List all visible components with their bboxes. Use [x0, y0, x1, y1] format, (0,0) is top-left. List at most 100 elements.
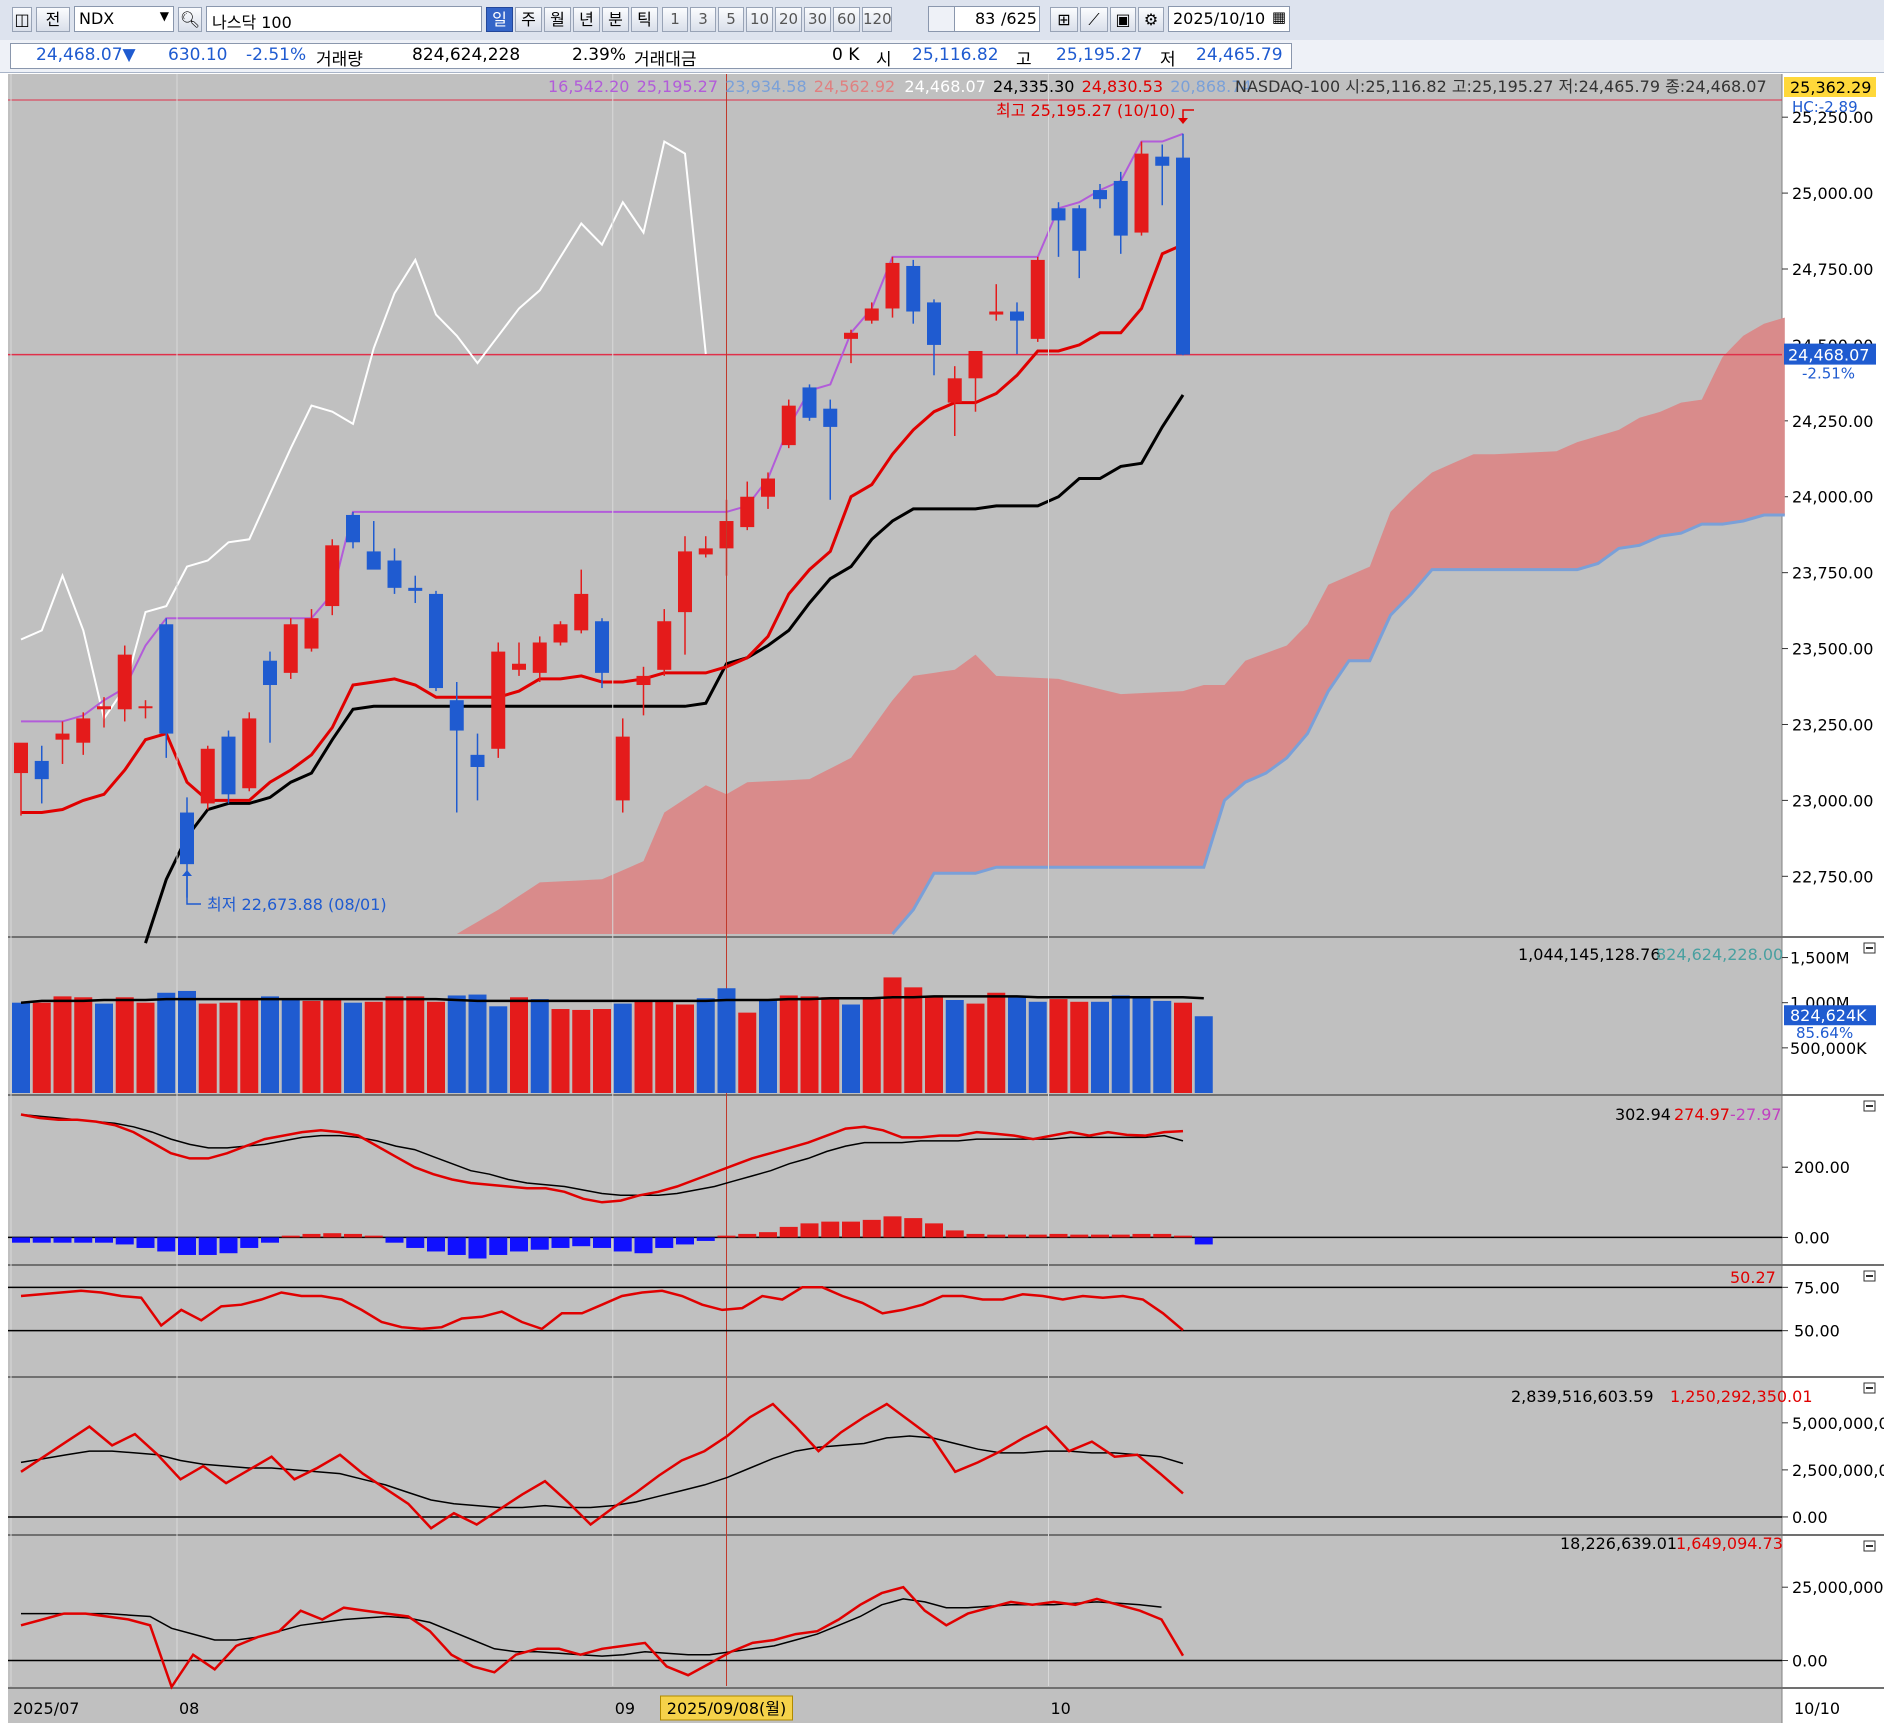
candle-body — [1030, 259, 1045, 339]
candle[interactable] — [387, 548, 402, 594]
candle-body — [512, 663, 526, 670]
price-change-pct: -2.51% — [246, 45, 307, 65]
calendar-icon[interactable]: ▦ — [1271, 8, 1286, 26]
interval-button-7[interactable]: 120 — [862, 7, 892, 32]
candle[interactable] — [740, 481, 755, 531]
search-icon[interactable]: 🔍︎ — [178, 7, 202, 32]
candle[interactable] — [844, 329, 858, 364]
candle[interactable] — [989, 284, 1004, 321]
interval-button-4[interactable]: 20 — [775, 7, 802, 32]
price-legend-value: 25,195.27 — [637, 77, 718, 96]
candle[interactable] — [823, 399, 838, 500]
candle[interactable] — [263, 651, 277, 743]
candle[interactable] — [366, 521, 381, 570]
interval-button-3[interactable]: 10 — [746, 7, 773, 32]
interval-button-6[interactable]: 60 — [833, 7, 860, 32]
candle[interactable] — [283, 618, 298, 679]
candle[interactable] — [698, 536, 713, 558]
candle[interactable] — [1134, 141, 1149, 236]
candle[interactable] — [449, 681, 464, 813]
candle[interactable] — [802, 384, 817, 421]
volume-bar — [489, 1006, 508, 1093]
candle[interactable] — [304, 609, 319, 652]
candle[interactable] — [97, 697, 111, 728]
candle[interactable] — [429, 590, 443, 692]
candle[interactable] — [1093, 183, 1107, 209]
obv-legend-value: 1,250,292,350.01 — [1670, 1387, 1813, 1406]
candle[interactable] — [1155, 144, 1170, 206]
candle[interactable] — [574, 569, 589, 634]
candle-body — [823, 408, 838, 427]
candle-icon[interactable]: ⊞ — [1050, 7, 1078, 32]
candle[interactable] — [76, 712, 91, 755]
y-tick-label: 23,250.00 — [1792, 715, 1873, 734]
candle[interactable] — [491, 642, 506, 758]
candle[interactable] — [947, 366, 962, 437]
candle[interactable] — [117, 645, 132, 722]
candle[interactable] — [1051, 202, 1066, 257]
candle[interactable] — [325, 539, 340, 616]
period-tab-3[interactable]: 년 — [573, 7, 600, 32]
candle[interactable] — [159, 618, 174, 758]
symbol-input[interactable]: NDX ▼ — [74, 6, 174, 32]
candle[interactable] — [968, 350, 983, 412]
volume-bar — [1070, 1001, 1089, 1093]
volume-bar — [613, 1003, 632, 1093]
period-tab-5[interactable]: 틱 — [631, 7, 658, 32]
count-input[interactable]: 83 /625 — [954, 6, 1040, 32]
candle[interactable] — [221, 730, 236, 804]
chart-svg[interactable]: 22,750.00 23,000.00 23,250.00 23,500.00 23,7… — [8, 74, 1884, 1723]
save-icon[interactable]: ▣ — [1110, 7, 1136, 32]
date-input[interactable]: 2025/10/10 ▦ — [1168, 6, 1290, 32]
interval-button-0[interactable]: 1 — [662, 7, 688, 32]
candle[interactable] — [615, 718, 630, 813]
candle[interactable] — [927, 299, 941, 376]
candle[interactable] — [657, 609, 672, 676]
period-tab-0[interactable]: 일 — [486, 7, 513, 32]
candle[interactable] — [14, 742, 28, 816]
interval-button-5[interactable]: 30 — [804, 7, 831, 32]
line-tool-icon[interactable]: ⟋ — [1080, 7, 1108, 32]
candle[interactable] — [553, 621, 568, 646]
candle[interactable] — [200, 745, 215, 810]
candle[interactable] — [34, 745, 49, 804]
interval-button-1[interactable]: 3 — [690, 7, 716, 32]
interval-button-2[interactable]: 5 — [718, 7, 744, 32]
candle[interactable] — [470, 733, 485, 801]
candle[interactable] — [1010, 302, 1024, 355]
candle[interactable] — [864, 302, 879, 324]
candle[interactable] — [532, 636, 547, 682]
macd-histogram-bar — [904, 1218, 923, 1238]
volume-bar — [551, 1009, 570, 1093]
candle[interactable] — [636, 666, 651, 716]
candle[interactable] — [678, 536, 692, 655]
candle-body — [574, 593, 589, 631]
candle[interactable] — [885, 256, 900, 318]
candle[interactable] — [346, 511, 360, 549]
chart-menu-icon[interactable]: ◫ — [12, 7, 32, 32]
chevron-down-icon[interactable]: ▼ — [159, 9, 169, 23]
candle[interactable] — [242, 712, 257, 792]
gear-icon[interactable]: ⚙ — [1138, 7, 1164, 32]
candle[interactable] — [512, 642, 526, 676]
name-field[interactable]: 나스닥 100 — [206, 6, 482, 32]
candle[interactable] — [1113, 171, 1128, 254]
macd-histogram-bar — [593, 1237, 611, 1248]
period-tab-2[interactable]: 월 — [544, 7, 571, 32]
candle[interactable] — [1030, 256, 1045, 342]
period-tab-4[interactable]: 분 — [602, 7, 629, 32]
mode-button[interactable]: 전 — [36, 7, 70, 32]
candle[interactable] — [138, 700, 153, 719]
candle[interactable] — [1072, 205, 1087, 279]
period-tab-1[interactable]: 주 — [515, 7, 542, 32]
candle[interactable] — [408, 575, 423, 604]
candle[interactable] — [906, 259, 921, 324]
candle[interactable] — [595, 618, 609, 689]
candle[interactable] — [761, 472, 775, 509]
candle[interactable] — [1176, 133, 1190, 356]
candle[interactable] — [781, 399, 796, 449]
candle-body — [325, 545, 340, 607]
candle-body — [76, 718, 91, 743]
chart-area[interactable]: 22,750.00 23,000.00 23,250.00 23,500.00 23,7… — [8, 74, 1884, 1723]
candle[interactable] — [55, 721, 70, 764]
